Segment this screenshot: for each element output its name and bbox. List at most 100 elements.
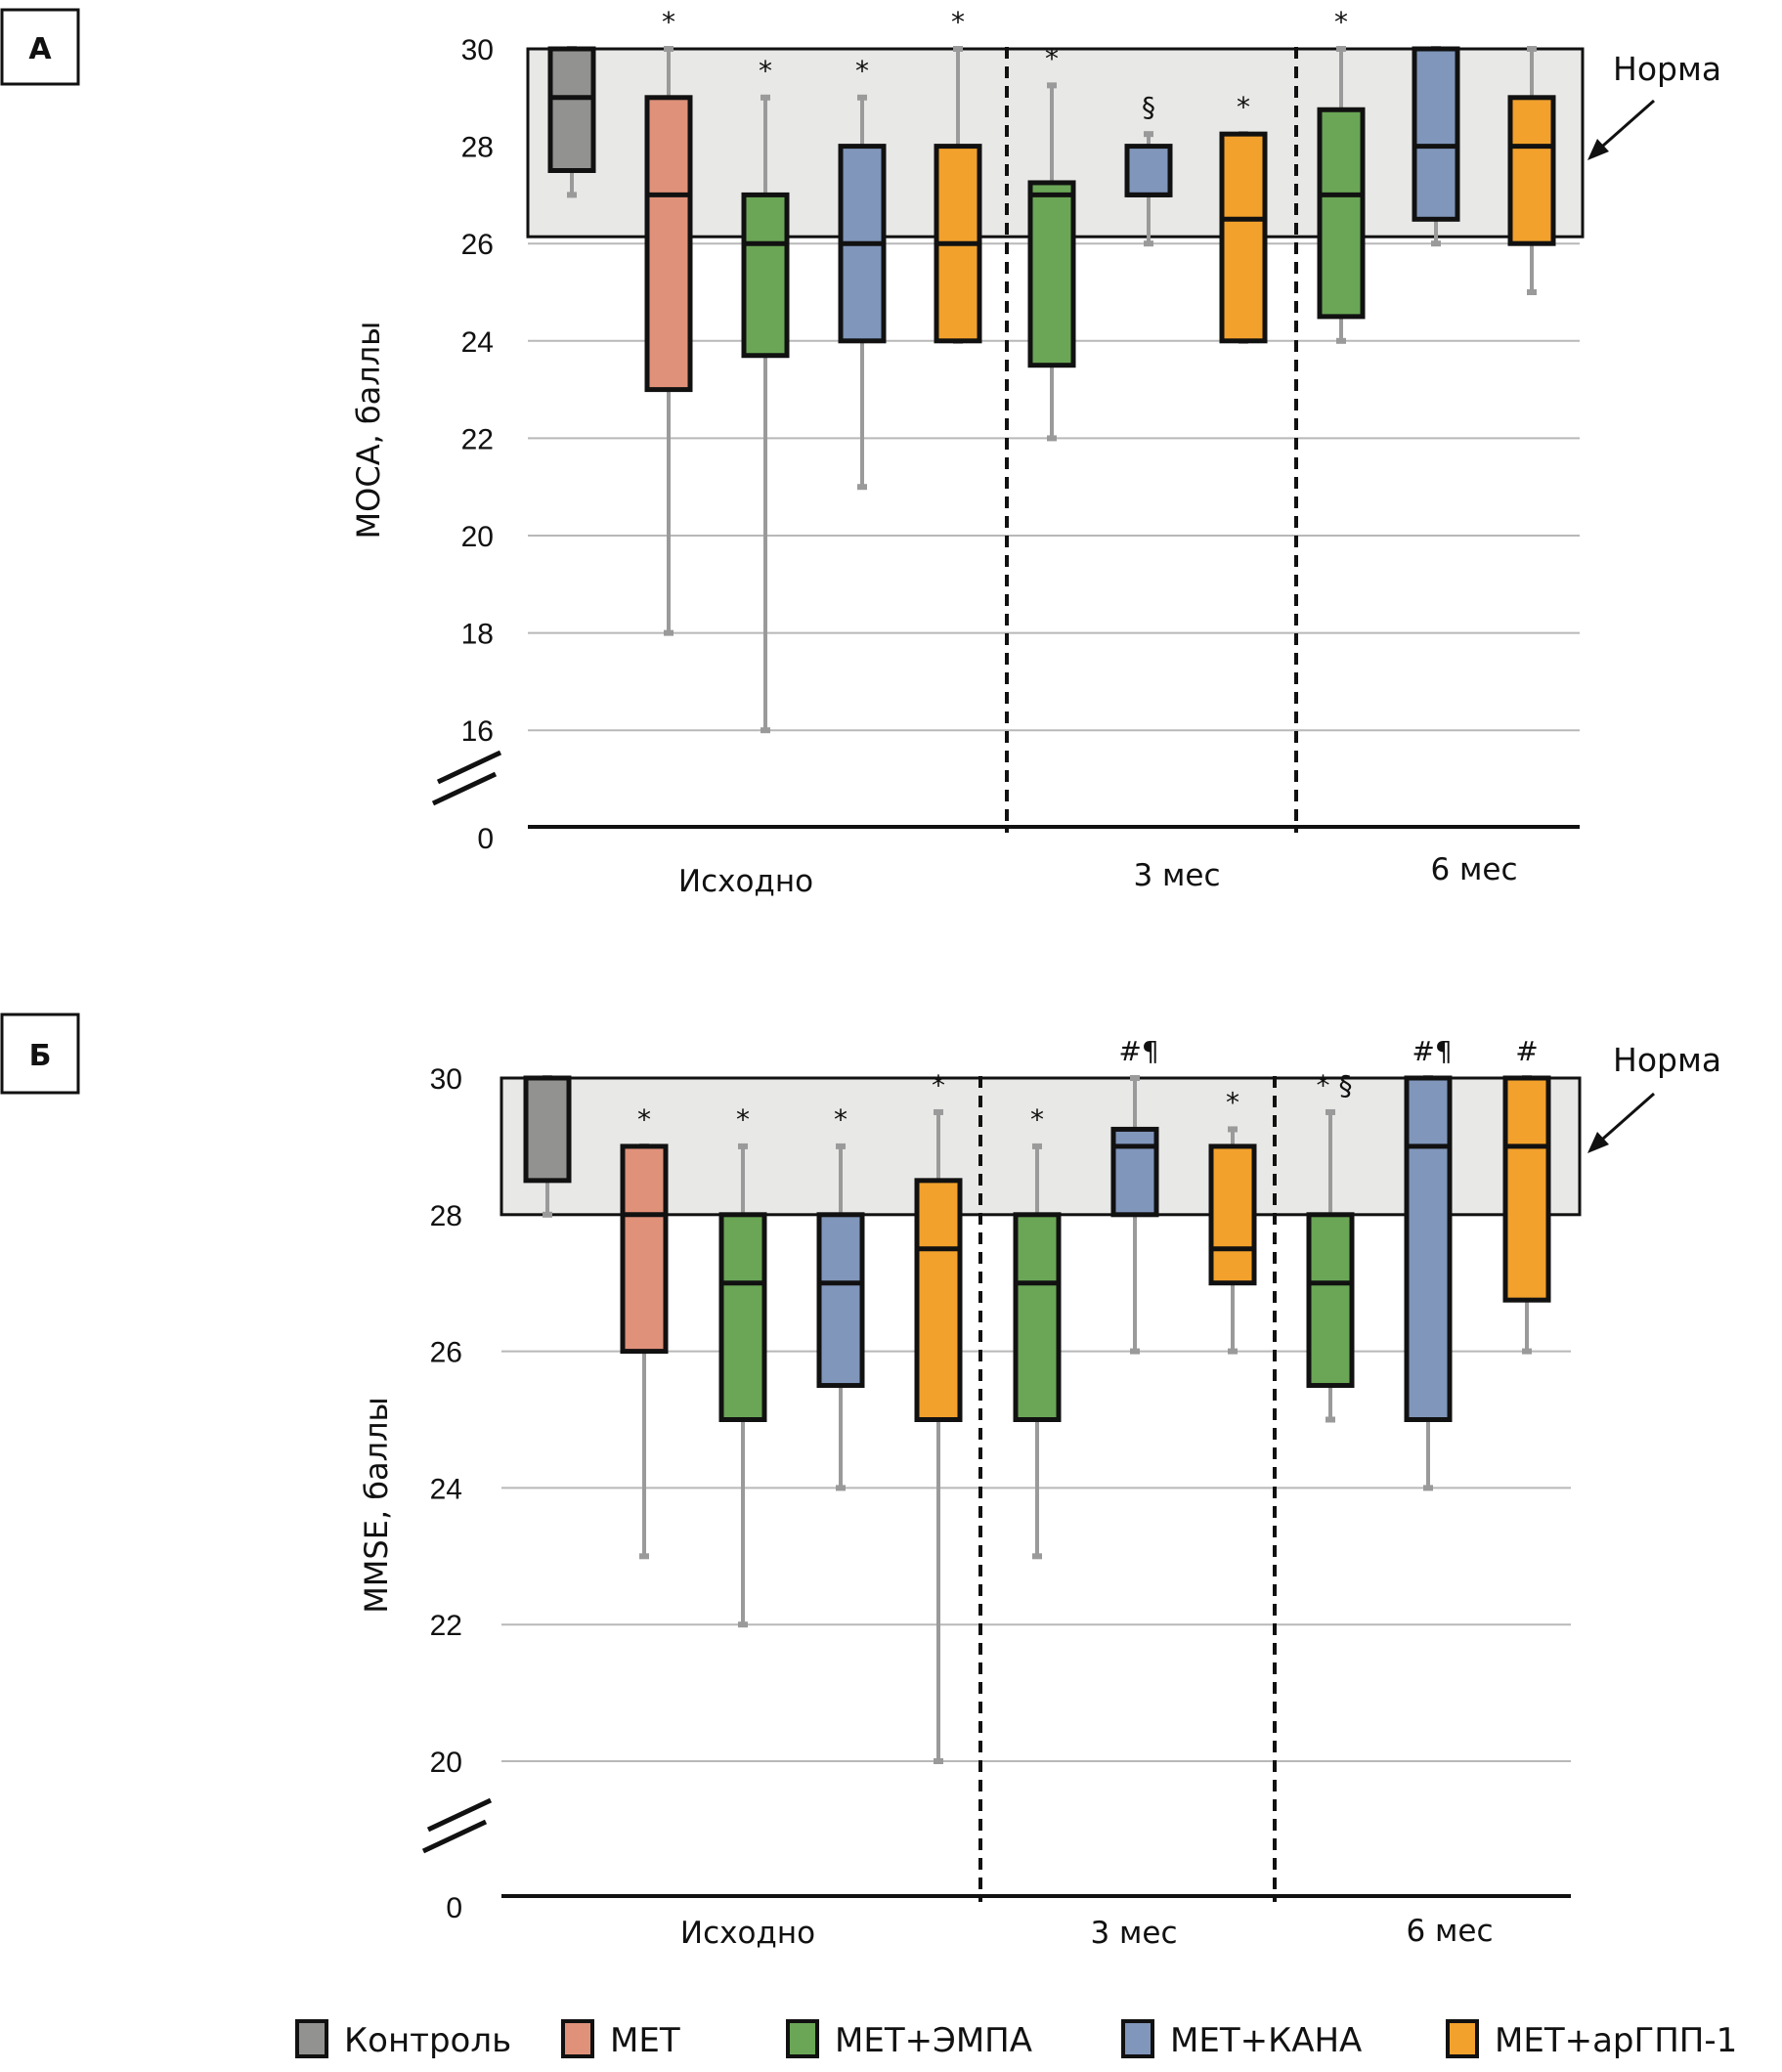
box-iqr bbox=[1502, 1075, 1551, 1303]
panel-label: А bbox=[28, 32, 52, 66]
box-iqr bbox=[816, 1212, 865, 1389]
box-iqr bbox=[741, 192, 790, 359]
y-axis-title: МОСА, баллы bbox=[350, 322, 387, 540]
box-kana bbox=[1412, 46, 1460, 247]
y-tick-label: 20 bbox=[461, 521, 494, 553]
legend-swatch bbox=[1446, 2019, 1479, 2058]
group-dividers bbox=[978, 1076, 1277, 1902]
significance-mark: * bbox=[951, 6, 965, 38]
x-category-label: 3 мес bbox=[1090, 1916, 1177, 1951]
norm-arrow-icon bbox=[1587, 1092, 1655, 1153]
significance-mark: * bbox=[759, 55, 772, 87]
whisker-cap-high bbox=[836, 1143, 846, 1149]
panel-label: Б bbox=[29, 1039, 52, 1073]
box-glp1: * bbox=[934, 6, 982, 344]
whisker-cap-high bbox=[738, 1143, 748, 1149]
box-iqr bbox=[1208, 1144, 1257, 1286]
y-tick-label: 20 bbox=[430, 1747, 462, 1779]
norm-label: Норма bbox=[1613, 1041, 1721, 1079]
whisker-cap-low bbox=[738, 1621, 748, 1628]
significance-mark: * bbox=[736, 1103, 750, 1136]
whisker-cap-low bbox=[664, 629, 674, 636]
whisker-cap-high bbox=[664, 46, 674, 52]
box-control bbox=[523, 1075, 572, 1218]
box-iqr bbox=[1027, 180, 1076, 368]
norm-label: Норма bbox=[1613, 50, 1721, 88]
box-empa: * bbox=[1013, 1103, 1062, 1560]
legend-label: Контроль bbox=[344, 2021, 511, 2060]
y-tick-label: 28 bbox=[461, 132, 494, 164]
whisker-cap-low bbox=[1527, 289, 1537, 295]
panel-label-box bbox=[0, 8, 80, 86]
whisker-cap-low bbox=[761, 727, 770, 734]
y-ticks: 30 28 26 24 22 20 0 bbox=[430, 1063, 462, 1924]
box-iqr bbox=[1110, 1126, 1159, 1218]
x-category-label: 6 мес bbox=[1406, 1914, 1493, 1949]
whisker-cap-low bbox=[934, 1758, 943, 1764]
significance-mark: * bbox=[855, 55, 869, 87]
whisker-cap-high bbox=[1032, 1143, 1042, 1149]
whisker-cap-low bbox=[543, 1211, 552, 1218]
box-empa: * bbox=[1317, 6, 1366, 344]
whisker-cap-low bbox=[1336, 337, 1346, 344]
legend-swatch bbox=[295, 2019, 328, 2058]
whisker-cap-low bbox=[1522, 1348, 1532, 1355]
whisker-cap-high bbox=[934, 1108, 943, 1115]
y-tick-label: 30 bbox=[461, 34, 494, 66]
box-iqr bbox=[644, 95, 693, 393]
box-iqr bbox=[1124, 144, 1173, 197]
box-glp1 bbox=[1507, 46, 1556, 295]
whisker-cap-high bbox=[953, 46, 963, 52]
legend-item-glp1: МЕТ+арГПП-1 bbox=[1446, 2019, 1737, 2060]
whisker-cap-high bbox=[1130, 1075, 1140, 1081]
box-iqr bbox=[718, 1212, 767, 1423]
whisker-cap-high bbox=[857, 94, 867, 101]
box-kana: #¶ bbox=[1110, 1035, 1159, 1355]
boxes: * * * * * § * * bbox=[547, 6, 1556, 734]
whisker-cap-high bbox=[1144, 131, 1153, 138]
whisker-cap-low bbox=[1228, 1348, 1238, 1355]
whisker-cap-low bbox=[639, 1553, 649, 1560]
y-axis-title: MMSE, баллы bbox=[358, 1397, 395, 1614]
box-empa: * bbox=[741, 55, 790, 734]
whisker-cap-high bbox=[1228, 1126, 1238, 1133]
x-categories: Исходно 3 мес 6 мес bbox=[680, 1914, 1494, 1951]
box-met: * bbox=[620, 1103, 669, 1560]
box-empa: * bbox=[1027, 42, 1076, 442]
significance-mark: #¶ bbox=[1412, 1035, 1452, 1067]
x-category-label: 6 мес bbox=[1430, 852, 1517, 887]
panel-a: А МОСА, баллы * * * * * § * * 30 28 26 24 22 20 18 16 0… bbox=[0, 6, 1721, 899]
significance-mark: # bbox=[1515, 1035, 1538, 1067]
panel-b: Б MMSE, баллы * * * * * #¶ * * § #¶ # 30 28 26 24 22 2… bbox=[0, 1013, 1721, 1951]
whisker-cap-high bbox=[1336, 46, 1346, 52]
legend-swatch bbox=[561, 2019, 594, 2058]
whisker-cap-low bbox=[1130, 1348, 1140, 1355]
boxes: * * * * * #¶ * * § #¶ # bbox=[523, 1035, 1551, 1764]
box-empa: * bbox=[718, 1103, 767, 1628]
whisker-cap-high bbox=[1326, 1108, 1335, 1115]
legend-label: МЕТ bbox=[610, 2021, 680, 2060]
box-iqr bbox=[1013, 1212, 1062, 1423]
legend-item-kana: МЕТ+КАНА bbox=[1121, 2019, 1362, 2060]
legend-label: МЕТ+ЭМПА bbox=[835, 2021, 1032, 2060]
box-iqr bbox=[547, 46, 596, 173]
x-category-label: Исходно bbox=[678, 864, 813, 899]
legend-item-empa: МЕТ+ЭМПА bbox=[786, 2019, 1032, 2060]
box-glp1: * bbox=[914, 1069, 963, 1764]
y-tick-label: 22 bbox=[430, 1610, 462, 1642]
x-categories: Исходно 3 мес 6 мес bbox=[678, 852, 1518, 899]
whisker-cap-high bbox=[1527, 46, 1537, 52]
group-dividers bbox=[1005, 47, 1298, 833]
box-iqr bbox=[1507, 95, 1556, 246]
axis-break-icon bbox=[421, 1797, 493, 1854]
legend-label: МЕТ+арГПП-1 bbox=[1495, 2021, 1737, 2060]
significance-mark: #¶ bbox=[1118, 1035, 1158, 1067]
box-glp1: * bbox=[1208, 1086, 1257, 1355]
legend-item-control: Контроль bbox=[295, 2019, 511, 2060]
box-iqr bbox=[914, 1178, 963, 1422]
box-iqr bbox=[620, 1144, 669, 1355]
axis-break-icon bbox=[431, 750, 502, 806]
box-glp1: # bbox=[1502, 1035, 1551, 1355]
box-kana: § bbox=[1124, 91, 1173, 247]
